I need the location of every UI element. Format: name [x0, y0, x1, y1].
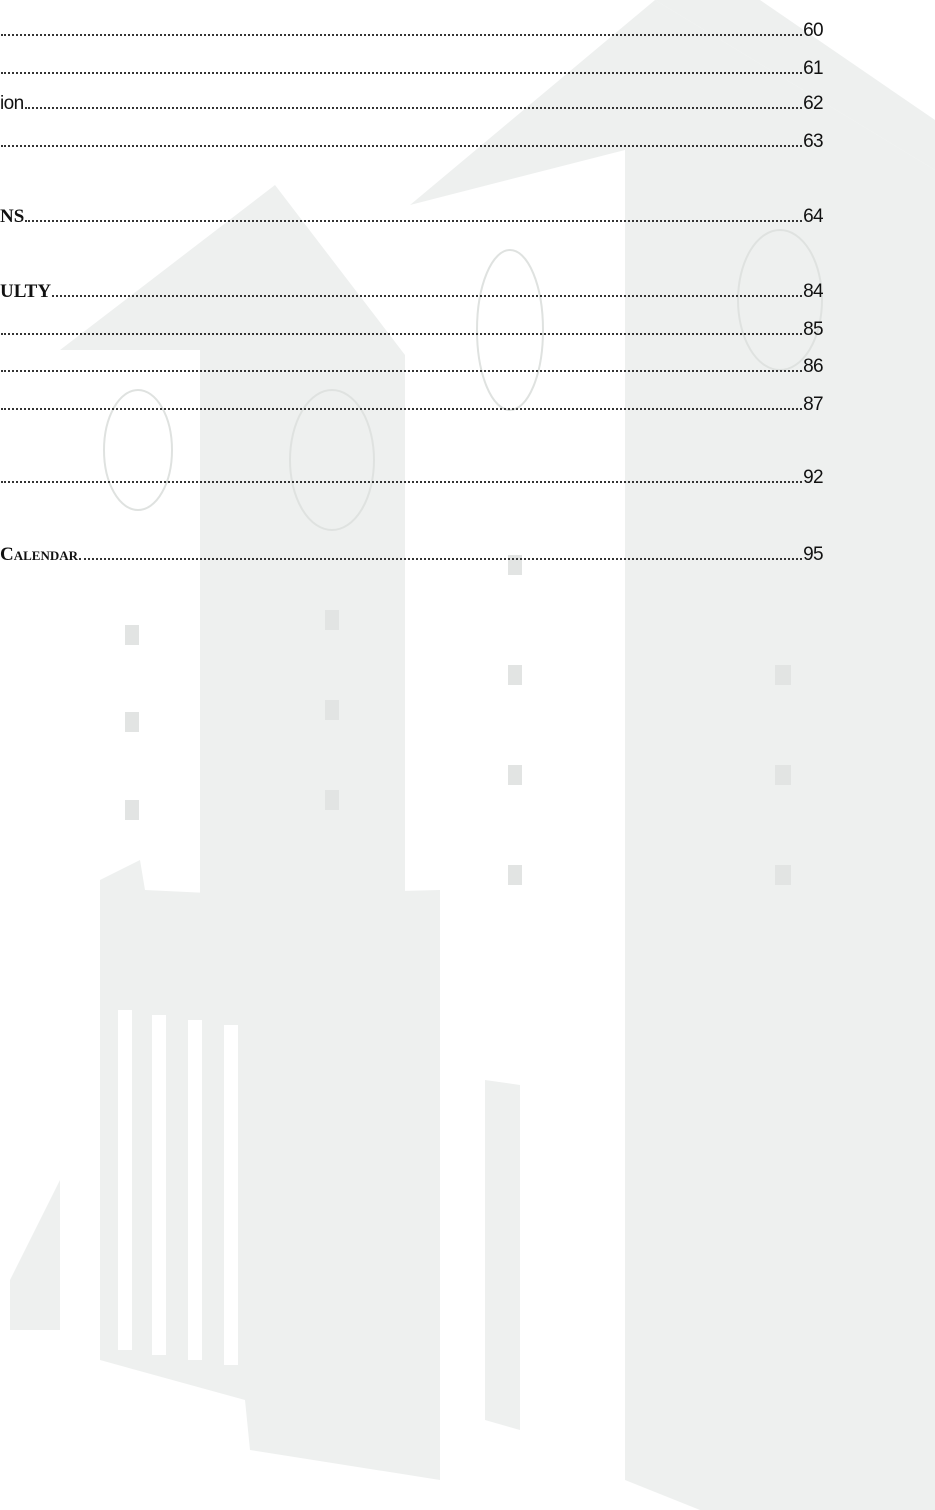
dot-leader — [1, 72, 802, 74]
page-number: 87 — [803, 394, 823, 416]
dot-leader — [1, 481, 802, 483]
page-number: 61 — [803, 58, 823, 80]
toc-entry: 63 — [0, 131, 823, 153]
page: {"toc": {"entries": [ {"page": "60", "to… — [0, 0, 935, 1510]
entry-title: ULTY — [0, 281, 51, 303]
page-number: 85 — [803, 319, 823, 341]
page-number: 62 — [803, 93, 823, 115]
toc-entry: 86 — [0, 356, 823, 378]
dot-leader — [1, 34, 802, 36]
drum — [100, 860, 440, 1480]
toc-entry: Calendar 95 — [0, 544, 823, 566]
dot-leader — [25, 107, 803, 109]
toc-entry: ion 62 — [0, 93, 823, 115]
dot-leader — [1, 408, 802, 410]
page-number: 92 — [803, 467, 823, 489]
dot-leader — [52, 295, 802, 297]
toc-entry: 87 — [0, 394, 823, 416]
page-number: 86 — [803, 356, 823, 378]
page-number: 95 — [803, 544, 823, 566]
toc-entry: 85 — [0, 319, 823, 341]
page-number: 64 — [803, 206, 823, 228]
toc-entry: 92 — [0, 467, 823, 489]
entry-title: ion — [0, 93, 24, 115]
dot-leader — [25, 220, 802, 222]
toc-entry: 60 — [0, 20, 823, 42]
page-number: 60 — [803, 20, 823, 42]
entry-title: NS — [0, 206, 24, 228]
dot-leader — [79, 558, 802, 560]
dot-leader — [1, 370, 802, 372]
toc-entry: NS 64 — [0, 206, 823, 228]
dot-leader — [1, 145, 802, 147]
column — [485, 1080, 520, 1430]
page-number: 63 — [803, 131, 823, 153]
dot-leader — [1, 333, 802, 335]
ruin — [10, 1180, 60, 1330]
toc-entry: 61 — [0, 58, 823, 80]
page-number: 84 — [803, 281, 823, 303]
entry-title: Calendar — [0, 544, 78, 566]
toc-entry: ULTY 84 — [0, 281, 823, 303]
